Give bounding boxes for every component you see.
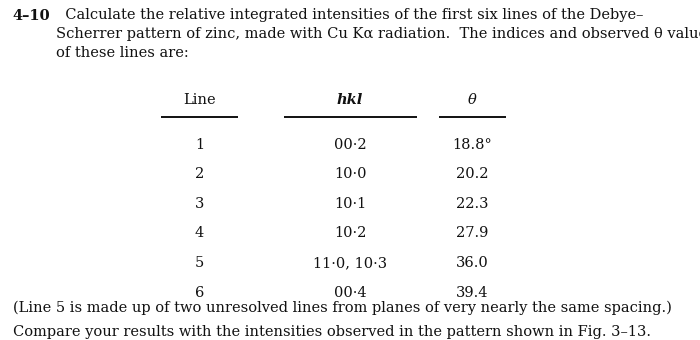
Text: 22.3: 22.3 (456, 197, 489, 211)
Text: 2: 2 (195, 167, 204, 181)
Text: 4: 4 (195, 226, 204, 240)
Text: Calculate the relative integrated intensities of the first six lines of the Deby: Calculate the relative integrated intens… (56, 8, 700, 61)
Text: 11·0, 10·3: 11·0, 10·3 (313, 256, 387, 270)
Text: 27.9: 27.9 (456, 226, 489, 240)
Text: hkl: hkl (337, 93, 363, 107)
Text: 3: 3 (195, 197, 204, 211)
Text: 36.0: 36.0 (456, 256, 489, 270)
Text: (Line 5 is made up of two unresolved lines from planes of very nearly the same s: (Line 5 is made up of two unresolved lin… (13, 301, 671, 315)
Text: Line: Line (183, 93, 216, 107)
Text: θ: θ (468, 93, 477, 107)
Text: 20.2: 20.2 (456, 167, 489, 181)
Text: 10·1: 10·1 (334, 197, 366, 211)
Text: 4–10: 4–10 (13, 8, 50, 22)
Text: 6: 6 (195, 286, 204, 300)
Text: 00·2: 00·2 (334, 138, 366, 152)
Text: 18.8°: 18.8° (453, 138, 492, 152)
Text: 10·0: 10·0 (334, 167, 366, 181)
Text: 39.4: 39.4 (456, 286, 489, 300)
Text: 00·4: 00·4 (334, 286, 366, 300)
Text: Compare your results with the intensities observed in the pattern shown in Fig. : Compare your results with the intensitie… (13, 325, 650, 339)
Text: 10·2: 10·2 (334, 226, 366, 240)
Text: 1: 1 (195, 138, 204, 152)
Text: 5: 5 (195, 256, 204, 270)
